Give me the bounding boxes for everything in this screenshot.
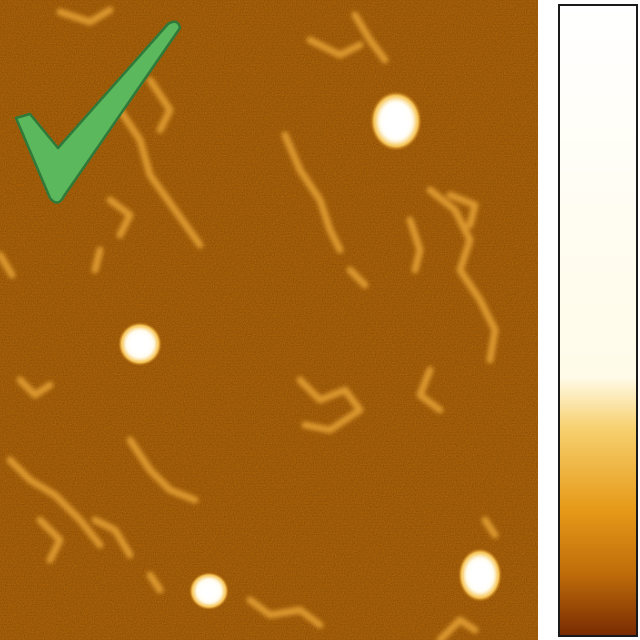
filament xyxy=(91,246,104,274)
filament xyxy=(36,516,64,564)
filament xyxy=(0,251,16,279)
filament xyxy=(406,216,424,274)
filament xyxy=(346,266,369,289)
particles xyxy=(118,91,502,610)
particle-core xyxy=(467,558,493,592)
filament xyxy=(296,376,364,434)
filament xyxy=(281,131,344,254)
filament xyxy=(146,76,174,134)
filament xyxy=(416,366,444,414)
afm-image-canvas xyxy=(0,0,538,640)
filament xyxy=(351,11,389,64)
filament xyxy=(116,106,204,249)
filament xyxy=(446,191,479,229)
grain-noise xyxy=(0,0,538,640)
filament xyxy=(481,516,499,539)
filament xyxy=(436,616,479,640)
filament xyxy=(246,596,324,629)
particle-core xyxy=(198,580,220,602)
particle-core xyxy=(127,331,153,357)
colorbar-scale xyxy=(558,4,638,637)
filament-features xyxy=(0,6,499,640)
filament xyxy=(146,571,164,594)
checkmark-icon xyxy=(14,20,182,204)
filament xyxy=(426,186,499,364)
colorbar-gradient xyxy=(560,6,636,635)
filament xyxy=(106,196,134,239)
particle-core xyxy=(380,101,412,141)
filament xyxy=(306,36,364,59)
filament xyxy=(126,436,199,504)
afm-image xyxy=(0,0,538,640)
filament xyxy=(56,6,114,26)
filament xyxy=(16,376,54,399)
filament xyxy=(6,456,104,549)
filament xyxy=(91,516,134,559)
